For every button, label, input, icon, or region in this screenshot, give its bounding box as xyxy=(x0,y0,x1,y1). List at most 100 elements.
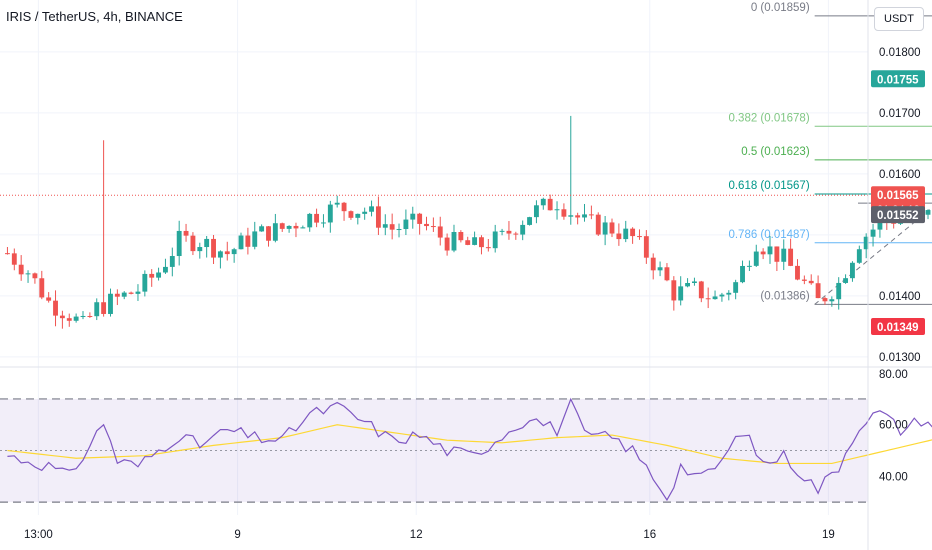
candle-body xyxy=(59,315,65,319)
candle-body xyxy=(25,273,31,275)
candle-body xyxy=(485,247,491,249)
rsi-indicator xyxy=(7,397,932,502)
fib-label-0.5: 0.5 (0.01623) xyxy=(741,146,810,158)
candle-body xyxy=(341,202,347,212)
candle-body xyxy=(410,213,416,220)
rsi-tick-label: 40.00 xyxy=(879,471,908,483)
candle-body xyxy=(602,222,608,235)
candle-body xyxy=(595,214,601,235)
candle-body xyxy=(149,273,155,278)
price-tick-label: 0.01400 xyxy=(879,291,921,303)
candle-body xyxy=(238,235,244,250)
candle-body xyxy=(678,286,684,301)
candle-body xyxy=(657,267,663,271)
rsi-tick-label: 60.00 xyxy=(879,420,908,432)
candle-body xyxy=(314,213,320,223)
candle-body xyxy=(334,202,340,205)
candle-body xyxy=(479,237,484,248)
candle-body xyxy=(348,211,354,218)
candle-body xyxy=(698,281,704,299)
candle-body xyxy=(293,225,299,229)
candle-body xyxy=(18,264,24,275)
candle-body xyxy=(327,204,333,223)
rsi-ma-line xyxy=(7,424,932,465)
fib-label-0: 0 (0.01859) xyxy=(751,2,810,14)
candle-body xyxy=(424,223,429,227)
candle-body xyxy=(850,262,855,279)
time-tick-label: 16 xyxy=(643,529,656,541)
currency-button[interactable]: USDT xyxy=(874,7,924,31)
time-tick-label: 19 xyxy=(822,529,835,541)
candle-body xyxy=(430,226,436,228)
candle-body xyxy=(121,292,127,297)
candle-body xyxy=(801,279,807,281)
candle-body xyxy=(671,280,677,301)
rsi-tick-label: 80.00 xyxy=(879,369,908,381)
candle-body xyxy=(451,232,457,251)
candle-body xyxy=(637,236,642,238)
candle-body xyxy=(561,209,567,217)
candle-body xyxy=(650,257,656,271)
candle-body xyxy=(808,280,814,284)
candle-body xyxy=(925,210,931,215)
candle-body xyxy=(746,265,752,267)
candle-body xyxy=(321,222,326,224)
candle-body xyxy=(46,297,52,301)
candle-body xyxy=(252,231,258,247)
candle-body xyxy=(300,227,306,229)
candle-body xyxy=(444,237,450,251)
candle-body xyxy=(870,229,876,237)
candle-body xyxy=(458,232,464,241)
rsi-band-fill xyxy=(0,398,868,503)
candle-body xyxy=(527,217,532,225)
candle-body xyxy=(135,291,141,294)
candle-body xyxy=(11,253,17,265)
candle-body xyxy=(540,198,546,206)
rsi-grid xyxy=(0,398,868,503)
candle-body xyxy=(513,233,519,235)
candle-body xyxy=(169,256,175,267)
candle-body xyxy=(582,214,587,218)
candle-body xyxy=(245,235,251,247)
entry-price-label-bg xyxy=(871,206,925,224)
candle-body xyxy=(753,251,759,266)
candle-body xyxy=(259,226,265,232)
candle-body xyxy=(623,228,629,240)
candle-body xyxy=(506,230,512,234)
candle-body xyxy=(664,267,670,281)
candle-body xyxy=(66,318,72,321)
candle-body xyxy=(224,251,230,255)
stop-price-label-bg xyxy=(871,317,925,335)
candle-body xyxy=(788,248,794,266)
symbol-title[interactable]: IRIS / TetherUS, 4h, BINANCE xyxy=(6,9,183,24)
candle-body xyxy=(616,233,622,240)
candle-body xyxy=(39,278,45,298)
candle-body xyxy=(568,215,574,217)
fib-label-1: (0.01386) xyxy=(760,290,809,302)
candle-body xyxy=(32,273,38,279)
candle-body xyxy=(190,235,196,252)
stop-price-label: 0.01349 xyxy=(877,322,919,334)
candle-body xyxy=(760,251,766,255)
candle-body xyxy=(279,223,285,229)
candle-body xyxy=(80,315,86,317)
candle-body xyxy=(547,198,553,211)
candle-body xyxy=(877,218,883,230)
candle-body xyxy=(307,213,313,228)
candlestick-series xyxy=(0,115,931,329)
candle-body xyxy=(643,236,649,258)
candle-body xyxy=(362,211,368,214)
candle-body xyxy=(726,292,732,295)
candle-body xyxy=(204,238,210,248)
candle-body xyxy=(355,213,361,218)
candle-body xyxy=(272,223,278,241)
candle-body xyxy=(156,272,162,278)
candle-body xyxy=(829,299,835,302)
fib-trend-line xyxy=(814,207,932,305)
candle-body xyxy=(836,282,842,300)
candle-body xyxy=(211,238,216,258)
candle-body xyxy=(128,292,134,294)
candle-body xyxy=(231,249,237,255)
fib-label-0.618: 0.618 (0.01567) xyxy=(728,180,809,192)
